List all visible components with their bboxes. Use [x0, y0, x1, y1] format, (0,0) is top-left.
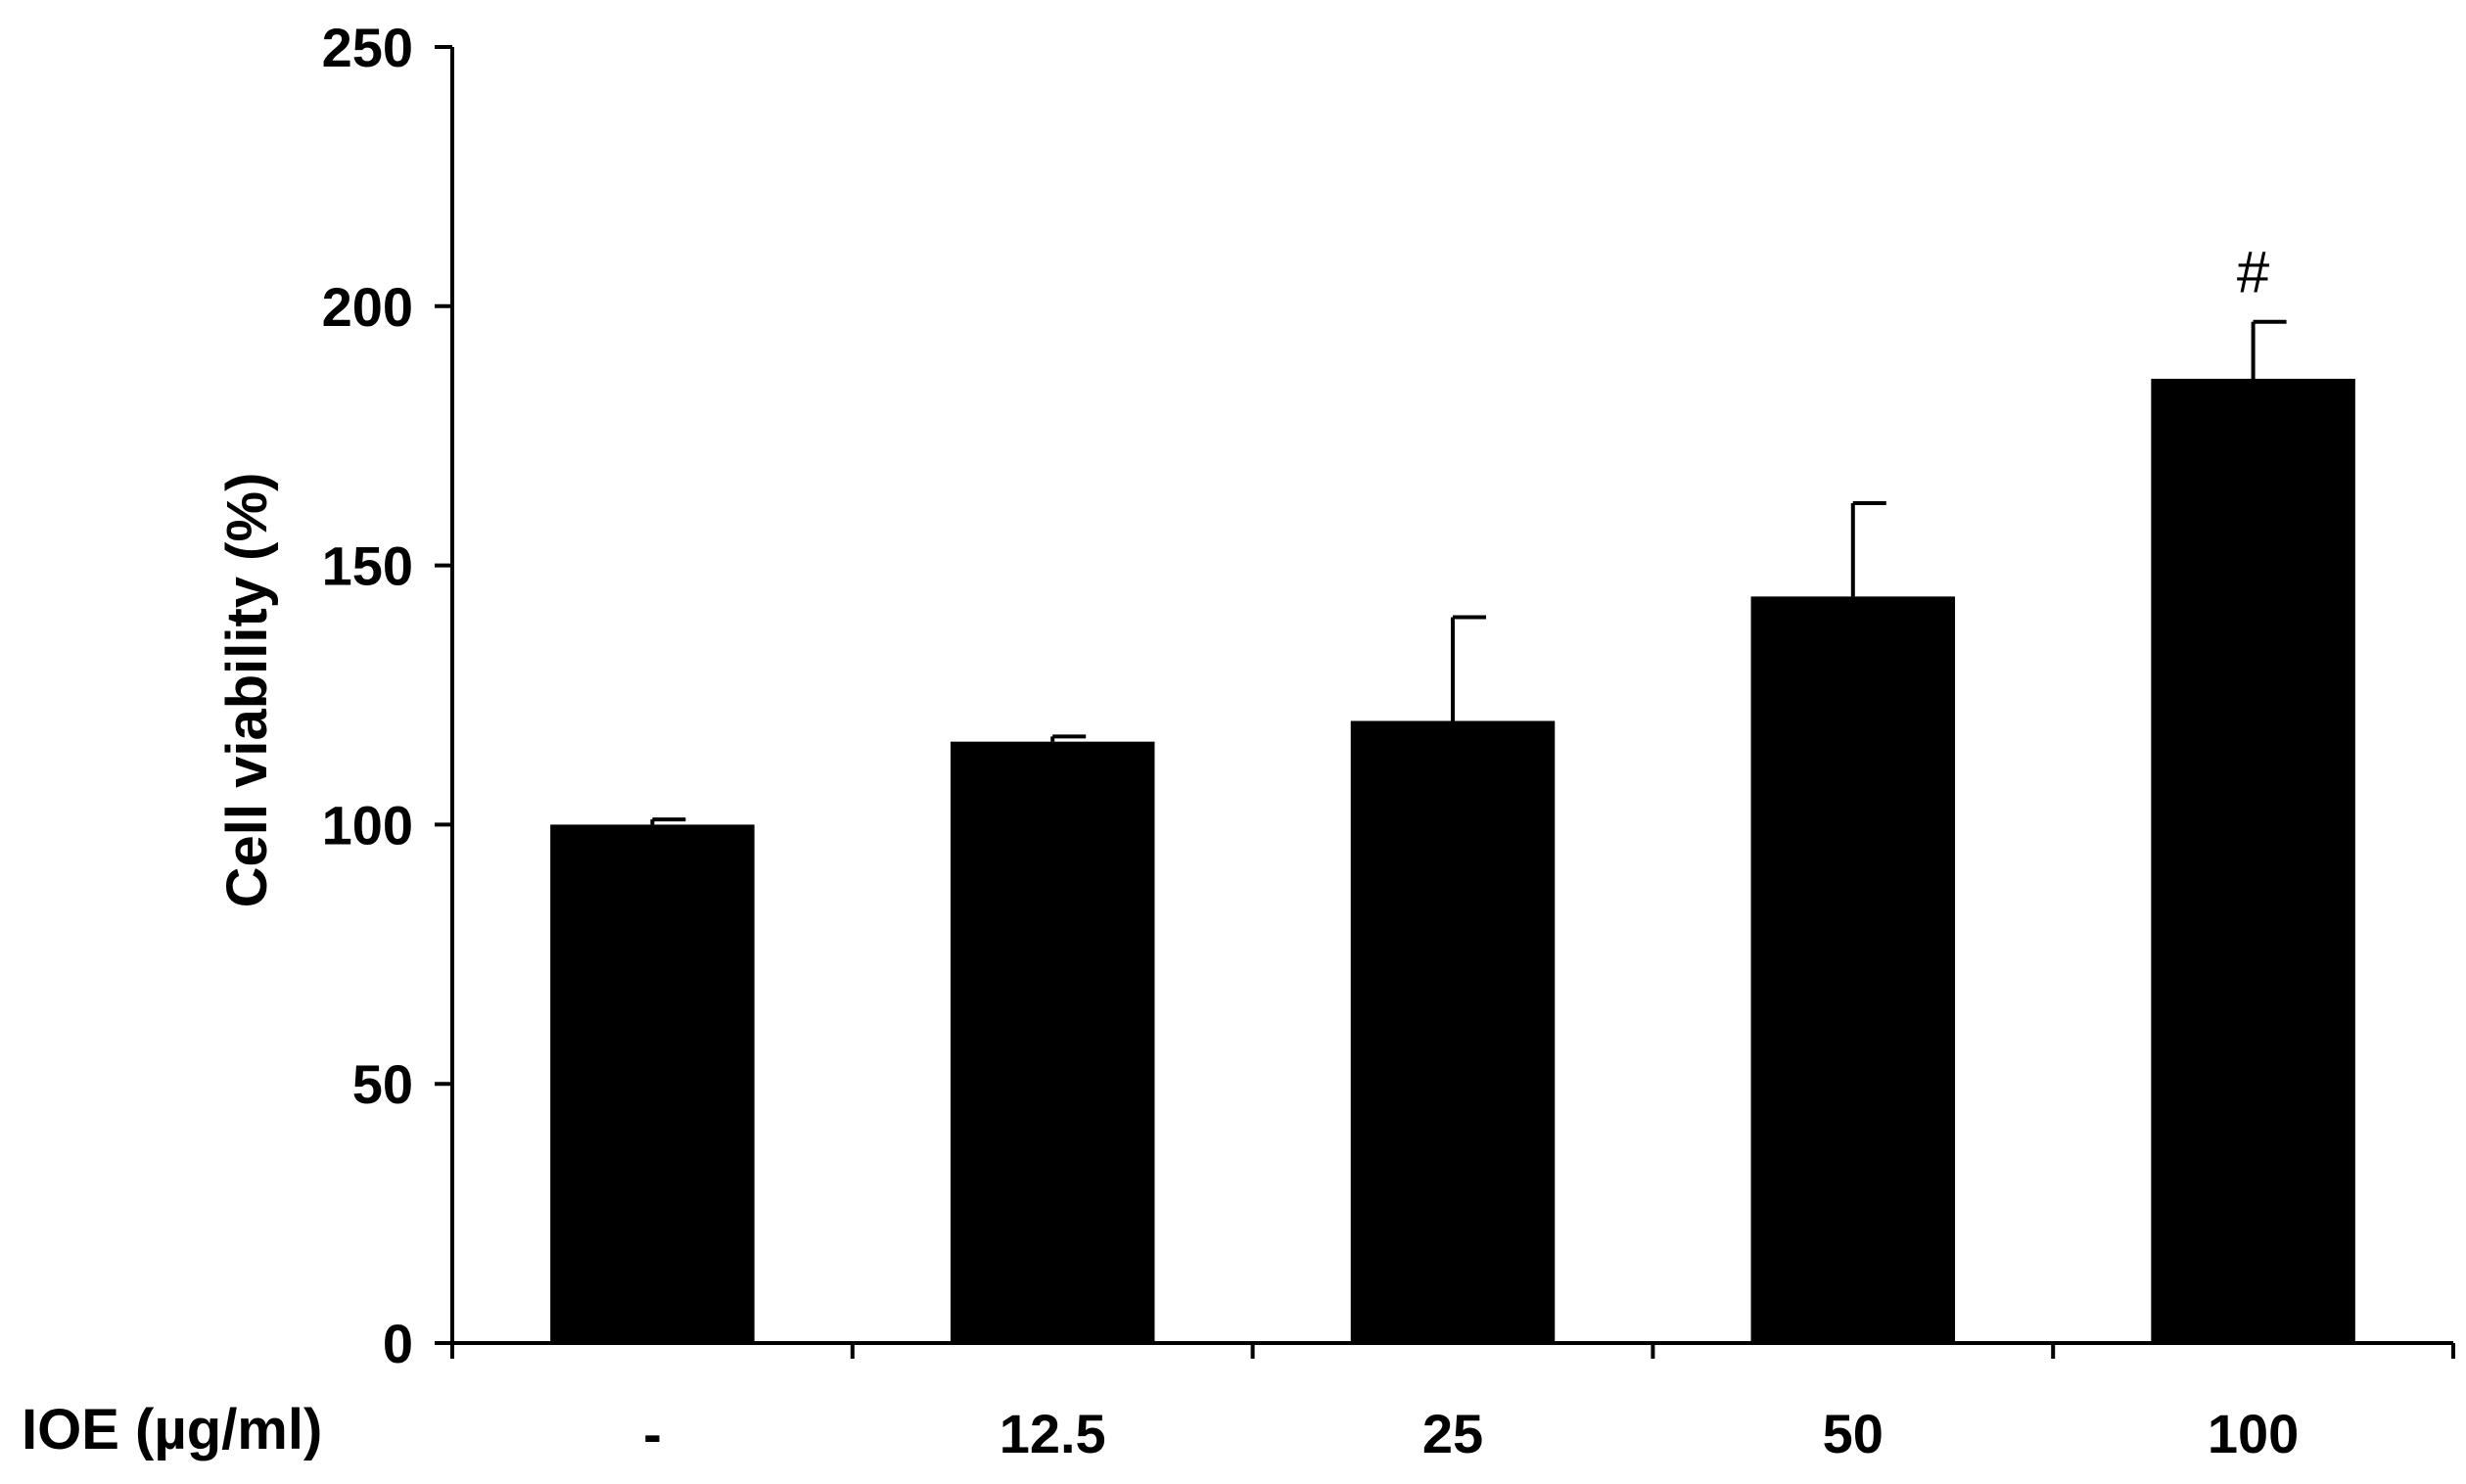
y-tick-label: 50	[352, 1053, 413, 1115]
x-tick-label: 50	[1823, 1403, 1884, 1464]
bar	[950, 741, 1155, 1343]
y-tick-label: 100	[322, 794, 413, 856]
annotations: #	[2237, 240, 2270, 305]
error-bar	[1050, 734, 1087, 742]
error-bars	[650, 319, 2287, 825]
error-bar	[1451, 615, 1486, 721]
bar	[2151, 378, 2355, 1344]
x-tick-label: 25	[1422, 1403, 1483, 1464]
y-tick-label: 150	[322, 535, 413, 597]
x-tick-label: 12.5	[1000, 1403, 1106, 1464]
x-axis-title: IOE (µg/ml)	[22, 1398, 322, 1461]
x-tick-label: -	[643, 1403, 662, 1464]
error-bar	[1850, 501, 1886, 597]
bar	[550, 824, 755, 1343]
y-ticks: 0 50 100 150 200 250	[322, 17, 452, 1374]
error-bar	[650, 817, 686, 825]
y-tick-label: 200	[322, 276, 413, 338]
bars	[550, 378, 2355, 1344]
significance-marker: #	[2237, 240, 2270, 305]
bar	[1350, 720, 1556, 1343]
x-ticks: - 12.5 25 50 100	[450, 1343, 2455, 1464]
y-tick-label: 0	[383, 1313, 413, 1374]
axes	[450, 47, 2453, 1345]
y-tick-label: 250	[322, 17, 413, 78]
x-tick-label: 100	[2208, 1403, 2299, 1464]
y-axis-title: Cell viability (%)	[215, 473, 279, 908]
bar	[1750, 596, 1956, 1343]
error-bar	[2251, 319, 2287, 379]
